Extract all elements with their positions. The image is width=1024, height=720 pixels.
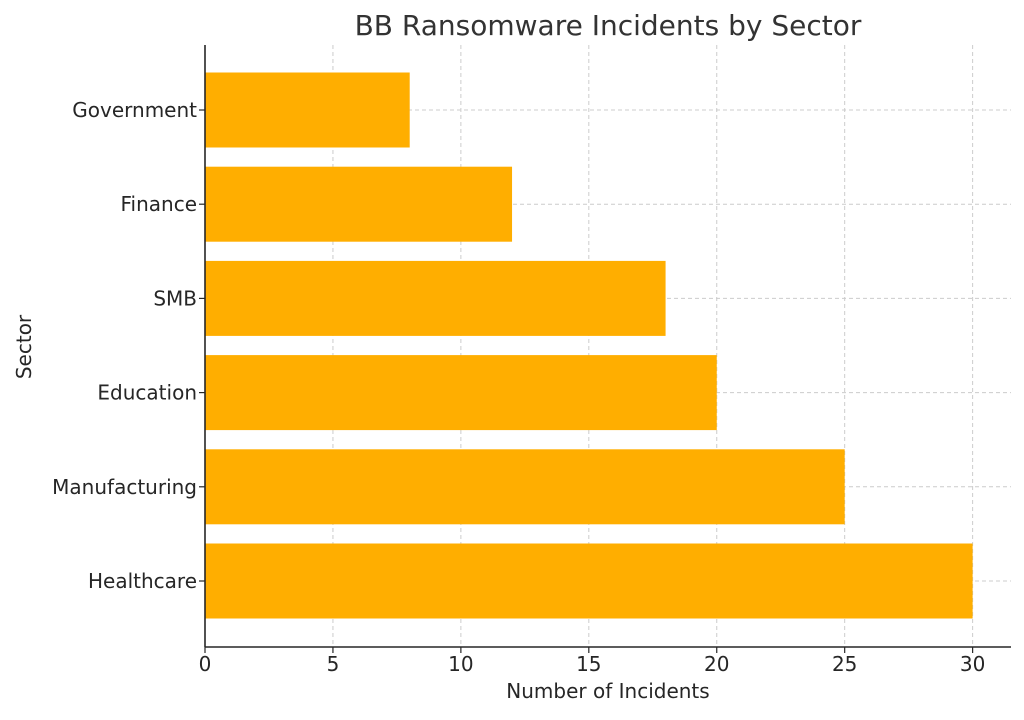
y-tick-label: SMB (153, 286, 197, 310)
x-tick-label: 25 (832, 652, 857, 676)
bar-government (205, 72, 410, 148)
axes (204, 45, 1011, 648)
x-tick-label: 15 (576, 652, 601, 676)
x-tick-label: 30 (960, 652, 985, 676)
y-axis-ticks: Healthcare Manufacturing Education SMB Finan… (52, 98, 205, 593)
bar-finance (205, 166, 513, 242)
y-tick-label: Government (72, 98, 197, 122)
x-tick-label: 0 (199, 652, 212, 676)
bar-education (205, 355, 717, 431)
x-tick-label: 10 (448, 652, 473, 676)
x-tick-label: 20 (704, 652, 729, 676)
bar-smb (205, 260, 666, 336)
y-tick-label: Finance (120, 192, 197, 216)
y-tick-label: Healthcare (88, 569, 197, 593)
bar-healthcare (205, 543, 973, 619)
x-axis-label: Number of Incidents (506, 679, 709, 703)
y-axis-label: Sector (12, 314, 36, 379)
x-axis-ticks: 0 5 10 15 20 25 30 (199, 647, 985, 676)
bar-manufacturing (205, 449, 845, 525)
y-tick-label: Manufacturing (52, 475, 197, 499)
chart-title: BB Ransomware Incidents by Sector (355, 9, 862, 42)
x-tick-label: 5 (327, 652, 340, 676)
y-tick-label: Education (97, 381, 197, 405)
bars (205, 72, 973, 619)
